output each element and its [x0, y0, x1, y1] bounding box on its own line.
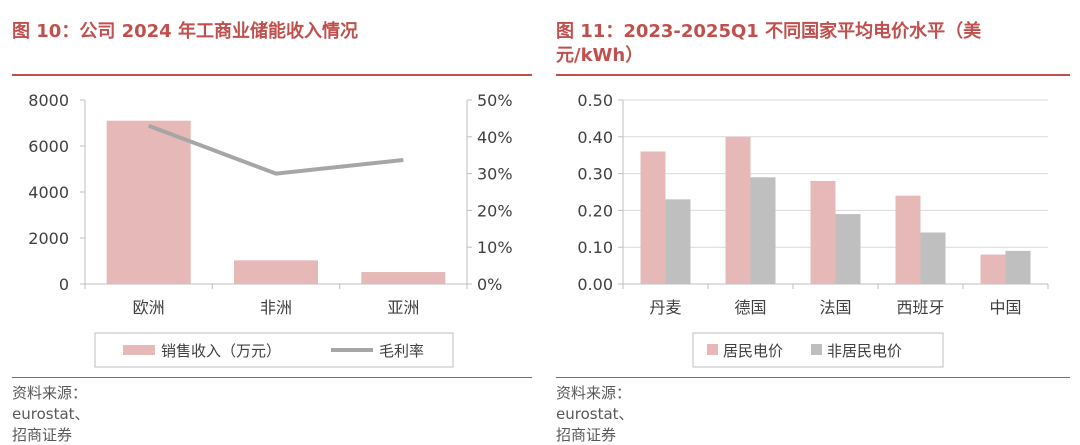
y-tick-label: 0 — [59, 275, 69, 294]
y-tick-label: 0.00 — [577, 275, 613, 294]
legend-swatch-non-residential — [811, 344, 822, 355]
y2-tick-label: 0% — [477, 275, 502, 294]
bar-non-residential — [751, 177, 776, 284]
x-tick-label: 亚洲 — [387, 298, 419, 317]
x-tick-label: 丹麦 — [649, 298, 681, 317]
y-tick-label: 2000 — [28, 229, 69, 248]
y2-tick-label: 20% — [477, 201, 513, 220]
left-source: 资料来源：eurostat、招商证券 — [12, 382, 90, 445]
y-tick-label: 8000 — [28, 91, 69, 110]
left-bottom-rule — [12, 377, 532, 378]
bar-residential — [726, 137, 751, 284]
left-chart-title: 图 10：公司 2024 年工商业储能收入情况 — [12, 20, 532, 44]
bar-residential — [811, 181, 836, 284]
right-bottom-rule — [556, 377, 1070, 378]
x-tick-label: 西班牙 — [896, 298, 944, 317]
bar-residential — [981, 255, 1006, 284]
y-tick-label: 0.20 — [577, 201, 613, 220]
bar-residential — [896, 196, 921, 284]
bar-non-residential — [836, 214, 861, 284]
y-tick-label: 6000 — [28, 137, 69, 156]
x-tick-label: 中国 — [989, 298, 1021, 317]
x-tick-label: 德国 — [734, 298, 766, 317]
y-tick-label: 0.50 — [577, 91, 613, 110]
y-tick-label: 4000 — [28, 183, 69, 202]
x-tick-label: 法国 — [819, 298, 851, 317]
left-chart: 0 2000 4000 6000 8000 0% 10% 20% 30% 40% 50% 欧洲 非洲 亚洲… — [0, 80, 540, 380]
legend-label-revenue: 销售收入（万元） — [161, 342, 281, 360]
x-tick-label: 欧洲 — [133, 298, 165, 317]
x-tick-label: 非洲 — [260, 298, 292, 317]
left-title-rule — [12, 74, 532, 76]
y2-tick-label: 50% — [477, 91, 513, 110]
bar-revenue — [107, 121, 191, 284]
bar-non-residential — [666, 199, 691, 284]
bar-non-residential — [1006, 251, 1031, 284]
right-chart-title: 图 11：2023-2025Q1 不同国家平均电价水平（美元/kWh） — [556, 20, 1056, 68]
bar-revenue — [361, 272, 445, 284]
legend-swatch-residential — [707, 344, 718, 355]
legend-label-residential: 居民电价 — [723, 342, 783, 360]
y-tick-label: 0.40 — [577, 128, 613, 147]
legend-label-non-residential: 非居民电价 — [827, 342, 902, 360]
y-tick-label: 0.10 — [577, 238, 613, 257]
y2-tick-label: 40% — [477, 128, 513, 147]
bar-residential — [641, 152, 666, 284]
right-title-rule — [556, 74, 1070, 76]
y2-tick-label: 30% — [477, 165, 513, 184]
bar-non-residential — [921, 232, 946, 284]
y2-tick-label: 10% — [477, 238, 513, 257]
legend-swatch-revenue — [123, 345, 155, 355]
bar-revenue — [234, 260, 318, 284]
right-source: 资料来源：eurostat、招商证券 — [556, 382, 634, 445]
legend-label-margin: 毛利率 — [379, 342, 424, 360]
y-tick-label: 0.30 — [577, 165, 613, 184]
